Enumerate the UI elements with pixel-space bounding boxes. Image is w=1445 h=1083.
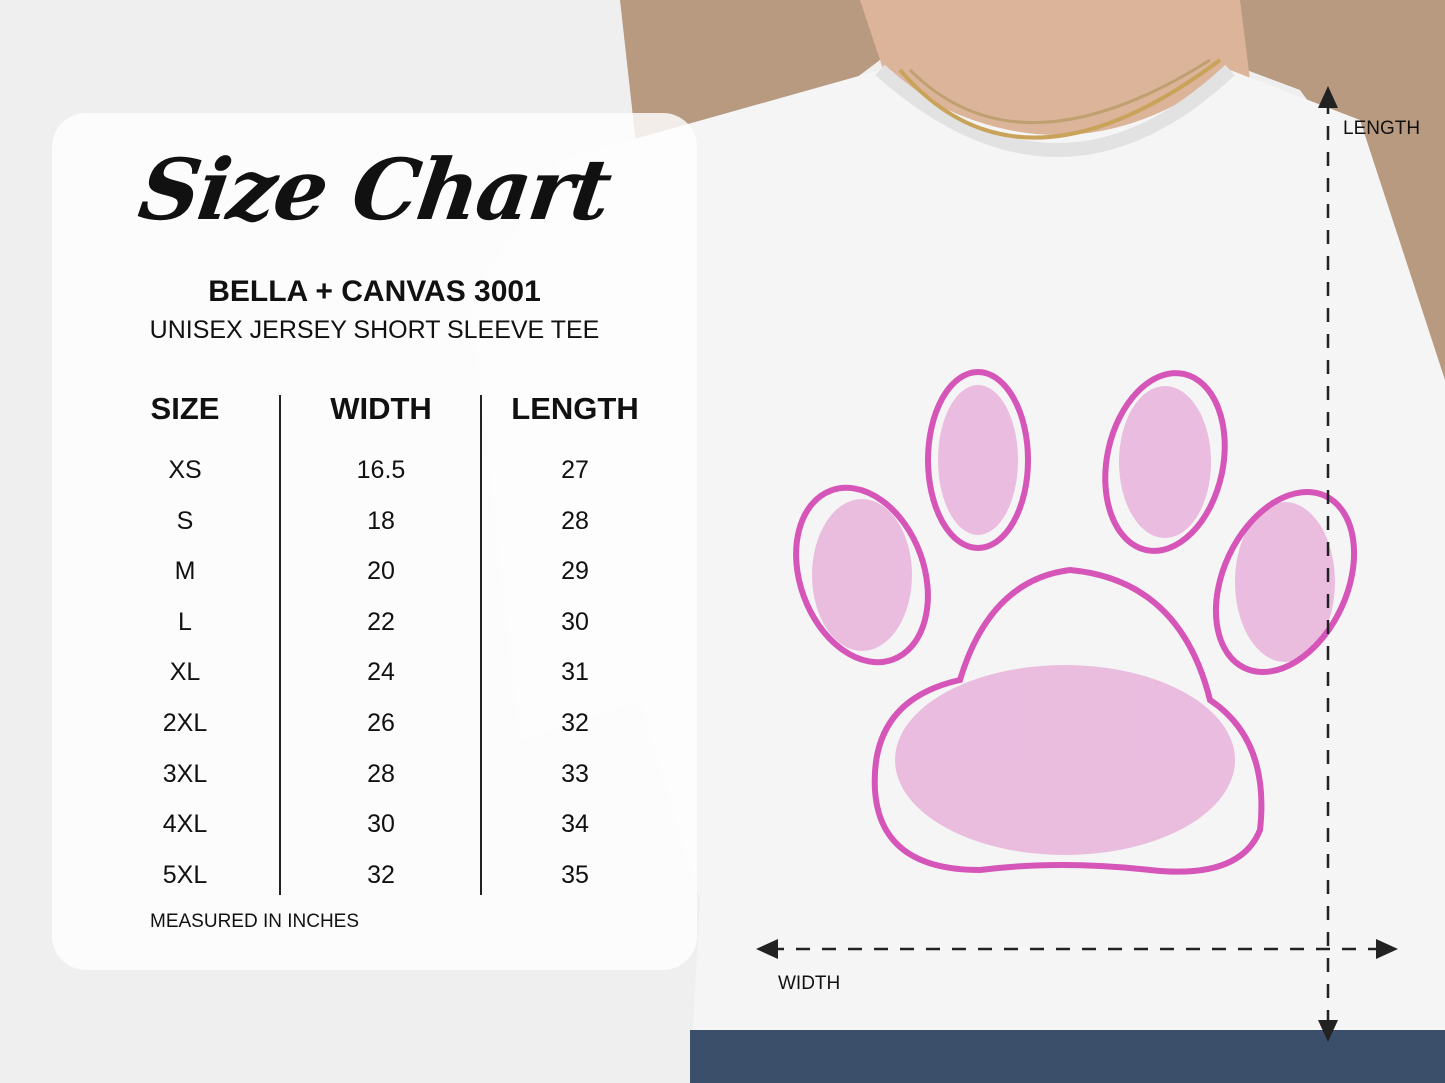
width-label: WIDTH: [778, 973, 841, 994]
length-cell: 27: [561, 456, 589, 484]
size-column: SIZE XS S M L XL 2XL 3XL 4XL 5XL: [85, 390, 285, 907]
length-cell: 30: [561, 607, 589, 636]
size-cell: M: [174, 557, 196, 586]
width-cell: 28: [367, 759, 395, 788]
width-column: WIDTH 16.5 18 20 22 24 26 28 30 32: [281, 390, 481, 907]
length-arrow-up: [1318, 86, 1338, 108]
size-cell: 4XL: [162, 810, 208, 839]
length-cell: 29: [561, 557, 589, 586]
length-arrow-down: [1318, 1020, 1338, 1042]
header-width: WIDTH: [330, 391, 432, 426]
width-cell: 16.5: [356, 456, 406, 484]
length-label: LENGTH: [1343, 118, 1421, 139]
paw-toe-3: [793, 484, 931, 666]
width-arrow-left: [756, 939, 778, 959]
column-divider: [480, 395, 482, 895]
width-cell: 20: [367, 557, 395, 586]
length-cell: 34: [561, 810, 589, 839]
product-subtitle: UNISEX JERSEY SHORT SLEEVE TEE: [149, 316, 600, 344]
brand-model: BELLA + CANVAS 3001: [208, 275, 541, 308]
length-cell: 33: [561, 759, 589, 788]
size-cell: 5XL: [162, 860, 208, 889]
width-cell: 30: [367, 810, 395, 839]
width-cell: 24: [367, 658, 395, 687]
column-divider: [279, 395, 281, 895]
size-cell: XS: [168, 456, 202, 484]
size-cell: 3XL: [162, 759, 208, 788]
length-cell: 31: [561, 658, 589, 687]
length-cell: 28: [561, 506, 589, 535]
width-cell: 22: [367, 607, 395, 636]
length-column: LENGTH 27 28 29 30 31 32 33 34 35: [475, 390, 675, 907]
size-cell: S: [176, 506, 194, 535]
length-cell: 32: [561, 708, 589, 737]
chart-title: Size Chart: [133, 140, 616, 239]
paw-toe-4: [1212, 489, 1358, 675]
width-cell: 26: [367, 708, 395, 737]
length-cell: 35: [561, 860, 589, 889]
paw-toe-1: [925, 369, 1031, 551]
size-cell: L: [178, 607, 192, 636]
size-cell: XL: [169, 658, 201, 687]
units-note: MEASURED IN INCHES: [150, 911, 360, 932]
header-size: SIZE: [150, 391, 220, 426]
width-cell: 18: [367, 506, 395, 535]
paw-pad: [871, 566, 1265, 875]
width-cell: 32: [367, 860, 395, 889]
width-arrow-right: [1376, 939, 1398, 959]
paw-toe-2: [1102, 370, 1228, 554]
size-chart-panel: [52, 113, 697, 970]
header-length: LENGTH: [511, 391, 639, 426]
size-cell: 2XL: [162, 708, 208, 737]
